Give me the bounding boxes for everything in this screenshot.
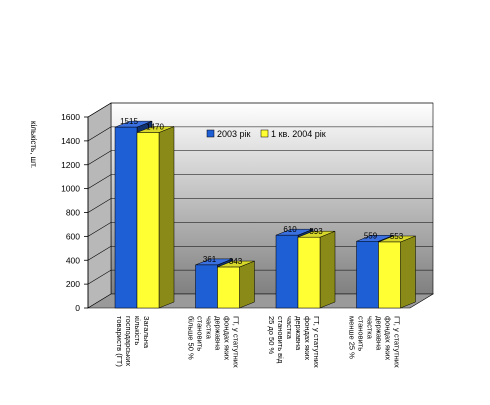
bar-front xyxy=(217,266,240,309)
data-label: 361 xyxy=(203,255,217,264)
bar-front xyxy=(136,132,160,309)
y-tick-label: 1000 xyxy=(61,184,80,194)
category-label-line: менше 25 % xyxy=(347,316,356,359)
category-label: Загальнакількістьгосподарськихтовариств … xyxy=(115,316,151,367)
category-label-line: фондах яких xyxy=(303,316,312,360)
category-label-line: кількість xyxy=(133,316,142,345)
category-label-line: більше 50 % xyxy=(186,316,195,360)
bars: 1515 1470 361 343 610 593 559 553 xyxy=(114,117,416,309)
y-tick-label: 1600 xyxy=(61,112,80,122)
y-tick-label: 800 xyxy=(66,208,80,218)
legend-swatch xyxy=(260,129,269,138)
legend: 2003 рік 1 кв. 2004 рік xyxy=(206,129,326,139)
data-label: 559 xyxy=(364,231,378,240)
category-label-line: державна xyxy=(294,316,303,351)
bar-front xyxy=(378,241,401,309)
gridline xyxy=(87,126,433,142)
bar: 1470 xyxy=(136,123,175,309)
gridline xyxy=(87,198,433,213)
y-axis-label: кількість, шт. xyxy=(29,121,38,168)
legend-item: 2003 рік xyxy=(206,129,251,139)
category-label-line: ГТ, у статутних xyxy=(231,316,240,368)
bar-front xyxy=(356,241,379,309)
category-label-line: частка xyxy=(285,316,294,340)
category-label-line: господарських xyxy=(124,316,133,366)
data-label: 1470 xyxy=(146,123,164,132)
bar: 553 xyxy=(378,232,416,309)
bar-side xyxy=(400,235,416,309)
category-label-line: 25 до 50 % xyxy=(267,316,276,354)
y-tick-label: 200 xyxy=(66,279,80,289)
bar-front xyxy=(275,234,299,309)
bar-side xyxy=(239,260,255,309)
category-label-line: становить від xyxy=(276,316,285,364)
bar-side xyxy=(158,126,175,309)
category-label-line: ГТ, у статутних xyxy=(312,316,321,368)
category-label-line: державна xyxy=(213,316,222,351)
category-label-line: товариств (ГТ) xyxy=(115,316,124,367)
legend-swatch xyxy=(206,129,215,138)
legend-label: 2003 рік xyxy=(217,129,251,139)
bar-front xyxy=(195,264,218,309)
category-label-line: частка xyxy=(204,316,213,340)
y-tick-label: 400 xyxy=(66,255,80,265)
data-label: 610 xyxy=(283,225,297,234)
bar: 593 xyxy=(297,227,336,309)
category-label-line: фондах яких xyxy=(222,316,231,360)
category-label-line: фондах яких xyxy=(383,316,392,360)
category-label-line: Загальна xyxy=(142,316,151,349)
category-labels: Загальнакількістьгосподарськихтовариств … xyxy=(115,316,402,368)
data-label: 593 xyxy=(309,227,323,236)
gridline xyxy=(87,150,433,166)
bar-side xyxy=(319,230,336,309)
data-label: 1515 xyxy=(120,117,138,126)
y-axis: 0 200 400 600 800 1000 1200 1400 1600 xyxy=(61,112,89,313)
data-label: 553 xyxy=(390,232,404,241)
gridline xyxy=(87,174,433,189)
gridline xyxy=(87,222,433,237)
category-label-line: частка xyxy=(365,316,374,340)
y-tick-label: 0 xyxy=(75,303,80,313)
category-label-line: становить xyxy=(356,316,365,351)
category-label-line: становить xyxy=(195,316,204,351)
bar-front xyxy=(114,126,138,309)
bar-front xyxy=(297,236,321,309)
category-label-line: державна xyxy=(374,316,383,351)
legend-label: 1 кв. 2004 рік xyxy=(271,129,326,139)
category-label-line: ГТ, у статутних xyxy=(392,316,401,368)
y-tick-label: 1400 xyxy=(61,136,80,146)
legend-item: 1 кв. 2004 рік xyxy=(260,129,326,139)
y-tick-label: 1200 xyxy=(61,160,80,170)
data-label: 343 xyxy=(229,257,243,266)
bar: 343 xyxy=(217,257,255,309)
gridline xyxy=(87,102,433,118)
y-tick-label: 600 xyxy=(66,231,80,241)
